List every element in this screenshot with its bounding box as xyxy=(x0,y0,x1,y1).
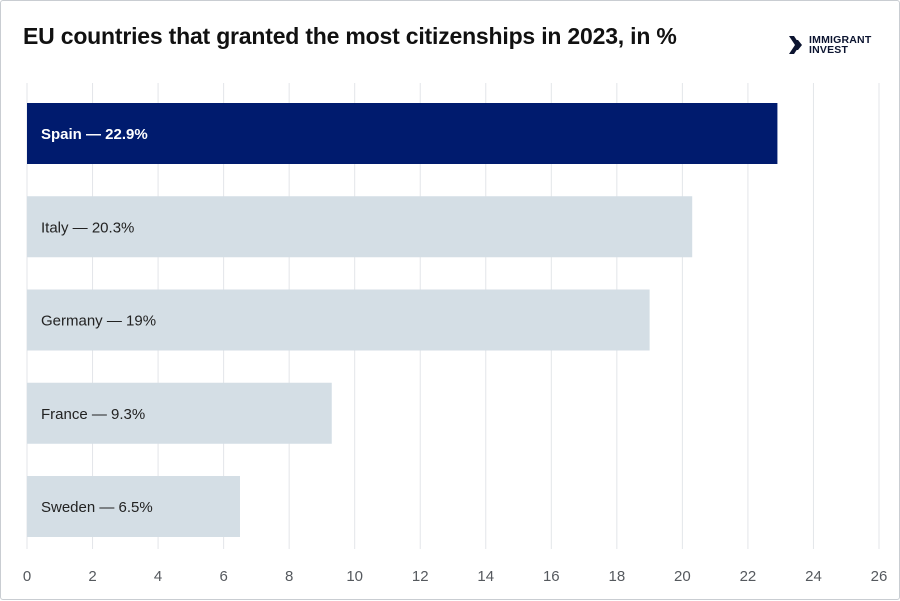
x-tick-label: 0 xyxy=(23,568,31,585)
brand-name: IMMIGRANT INVEST xyxy=(809,34,872,56)
bar-italy xyxy=(27,196,693,258)
bar-label-spain: Spain — 22.9% xyxy=(41,126,148,143)
bar-spain xyxy=(27,103,778,164)
bar-label-france: France — 9.3% xyxy=(41,406,145,423)
x-tick-label: 2 xyxy=(88,568,96,585)
x-tick-label: 12 xyxy=(412,568,429,585)
brand-chevrons-icon xyxy=(789,36,802,54)
x-tick-label: 14 xyxy=(477,568,494,585)
x-tick-label: 6 xyxy=(219,568,227,585)
bar-label-germany: Germany — 19% xyxy=(41,313,156,330)
bar-label-italy: Italy — 20.3% xyxy=(41,219,134,236)
x-tick-label: 18 xyxy=(609,568,626,585)
x-tick-label: 4 xyxy=(154,568,162,585)
x-axis-ticks: 0 2 4 6 8 10 12 14 16 18 20 22 24 26 xyxy=(23,568,888,585)
x-tick-label: 16 xyxy=(543,568,560,585)
bar-sweden xyxy=(27,476,240,537)
bar-france xyxy=(27,382,332,444)
bar-label-sweden: Sweden — 6.5% xyxy=(41,499,153,516)
brand-name-line1: IMMIGRANT xyxy=(809,34,872,46)
x-tick-label: 26 xyxy=(871,568,888,585)
bars: Spain — 22.9% Italy — 20.3% Germany — 19% F… xyxy=(27,103,778,537)
x-tick-label: 8 xyxy=(285,568,293,585)
x-tick-label: 10 xyxy=(346,568,363,585)
chart-title: EU countries that granted the most citiz… xyxy=(23,23,677,49)
brand-logo: IMMIGRANT INVEST xyxy=(789,35,871,55)
x-tick-label: 22 xyxy=(740,568,757,585)
bar-germany xyxy=(27,289,650,351)
x-tick-label: 24 xyxy=(805,568,822,585)
x-tick-label: 20 xyxy=(674,568,691,585)
brand-name-line2: INVEST xyxy=(809,44,849,56)
